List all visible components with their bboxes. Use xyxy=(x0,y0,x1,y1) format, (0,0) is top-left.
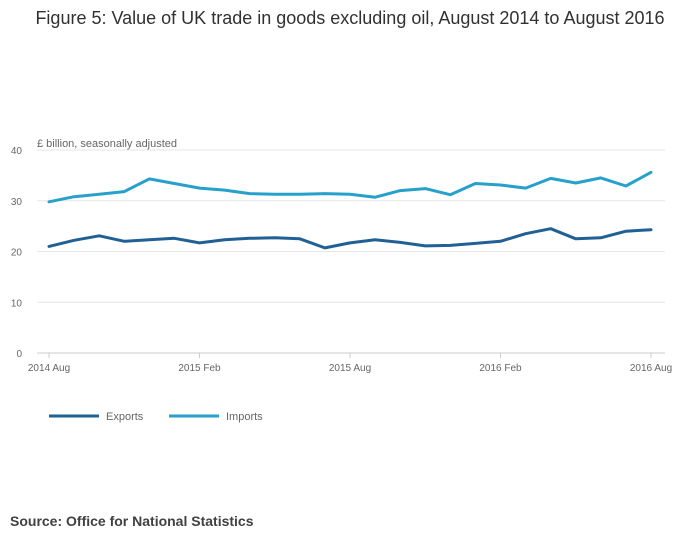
y-tick-label: 30 xyxy=(11,197,23,208)
legend-label: Exports xyxy=(106,411,144,423)
series-line-exports xyxy=(47,227,653,250)
y-tick-label: 20 xyxy=(11,248,23,259)
source-note: Source: Office for National Statistics xyxy=(10,513,254,529)
x-tick-label: 2014 Aug xyxy=(28,363,70,374)
series-lines xyxy=(47,170,653,250)
x-tick-label: 2015 Feb xyxy=(178,363,221,374)
legend: Exports Imports xyxy=(49,411,263,423)
series-line-imports xyxy=(47,170,653,204)
legend-item-exports[interactable]: Exports xyxy=(49,411,144,423)
x-tick-label: 2015 Aug xyxy=(329,363,371,374)
x-tick-label: 2016 Feb xyxy=(479,363,522,374)
y-axis-ticks: 0 10 20 30 40 xyxy=(11,146,23,360)
y-tick-label: 0 xyxy=(16,349,22,360)
y-tick-label: 40 xyxy=(11,146,23,157)
legend-item-imports[interactable]: Imports xyxy=(169,411,263,423)
legend-label: Imports xyxy=(226,411,263,423)
x-tick-label: 2016 Aug xyxy=(630,363,672,374)
y-axis-label: £ billion, seasonally adjusted xyxy=(37,138,177,150)
y-tick-label: 10 xyxy=(11,298,23,309)
chart-title: Figure 5: Value of UK trade in goods exc… xyxy=(35,8,665,28)
x-axis-ticks: 2014 Aug 2015 Feb 2015 Aug 2016 Feb 2016 Aug xyxy=(28,353,672,374)
grid-lines xyxy=(37,149,665,354)
